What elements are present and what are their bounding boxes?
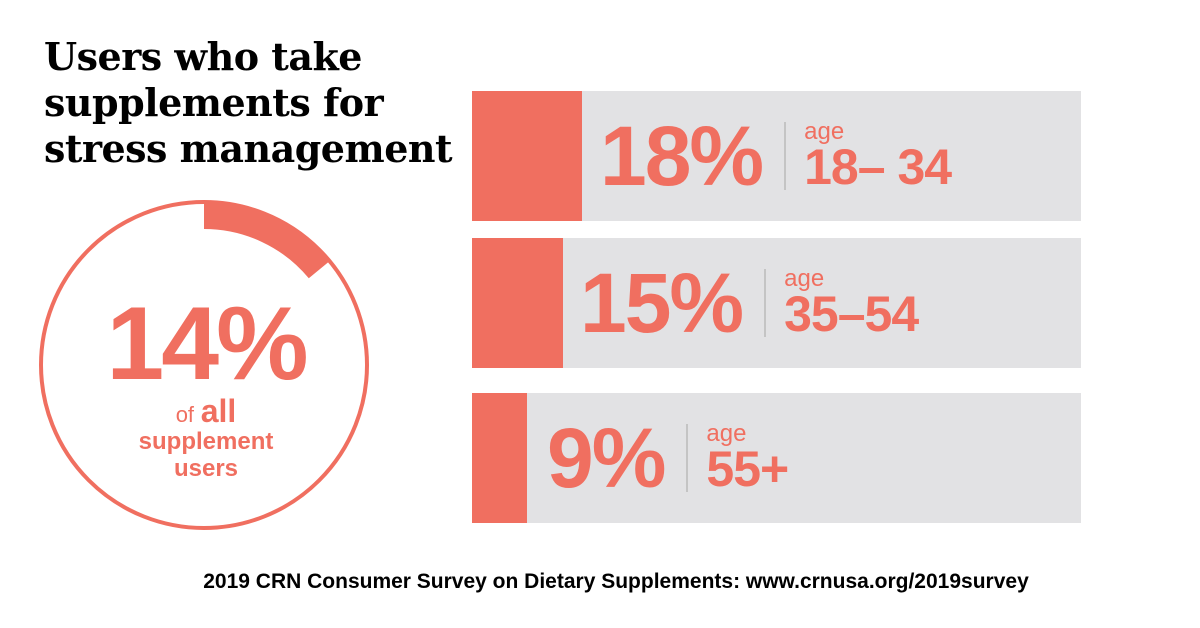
bar-age: age 35–54 [784,265,919,342]
bar-category-label: 35–54 [784,286,919,342]
bar-value-label: 9% [547,411,666,505]
bar-category-label: 18– 34 [804,139,952,195]
overall-percent: 14% [106,286,308,402]
bar-divider [784,122,787,190]
chart-title: Users who take supplements for stress ma… [44,34,453,171]
bar-row-35-54: 15% age 35–54 [472,238,1081,368]
bar-age: age 55+ [706,420,789,497]
bar-row-18-34: 18% age 18– 34 [472,91,1081,221]
bar-divider [764,269,767,337]
bar-age: age 18– 34 [804,118,952,195]
bar-fill [472,238,563,368]
bar-label: 9% age 55+ [547,393,789,523]
caption-of: of [175,402,195,427]
caption-rest: supplement users [138,428,274,482]
age-prefix: age [706,420,747,447]
overall-caption: of all supplement users [106,395,306,482]
bar-divider [686,424,689,492]
bar-row-55-plus: 9% age 55+ [472,393,1081,523]
age-bar-chart: 18% age 18– 34 15% age 35–54 9% age 55+ [472,91,1081,523]
bar-value-label: 18% [600,109,764,203]
donut-highlight-arc [203,201,331,279]
caption-all: all [200,393,237,429]
overall-donut [39,200,369,530]
source-footnote: 2019 CRN Consumer Survey on Dietary Supp… [203,570,1029,593]
bar-value-label: 15% [580,256,744,350]
bar-label: 18% age 18– 34 [600,91,952,221]
age-prefix: age [804,118,845,145]
bar-fill [472,393,527,523]
overall-stat: 14% of all supplement users [36,292,376,482]
bar-label: 15% age 35–54 [580,238,919,368]
bar-fill [472,91,582,221]
bar-category-label: 55+ [706,441,789,497]
age-prefix: age [784,265,825,292]
